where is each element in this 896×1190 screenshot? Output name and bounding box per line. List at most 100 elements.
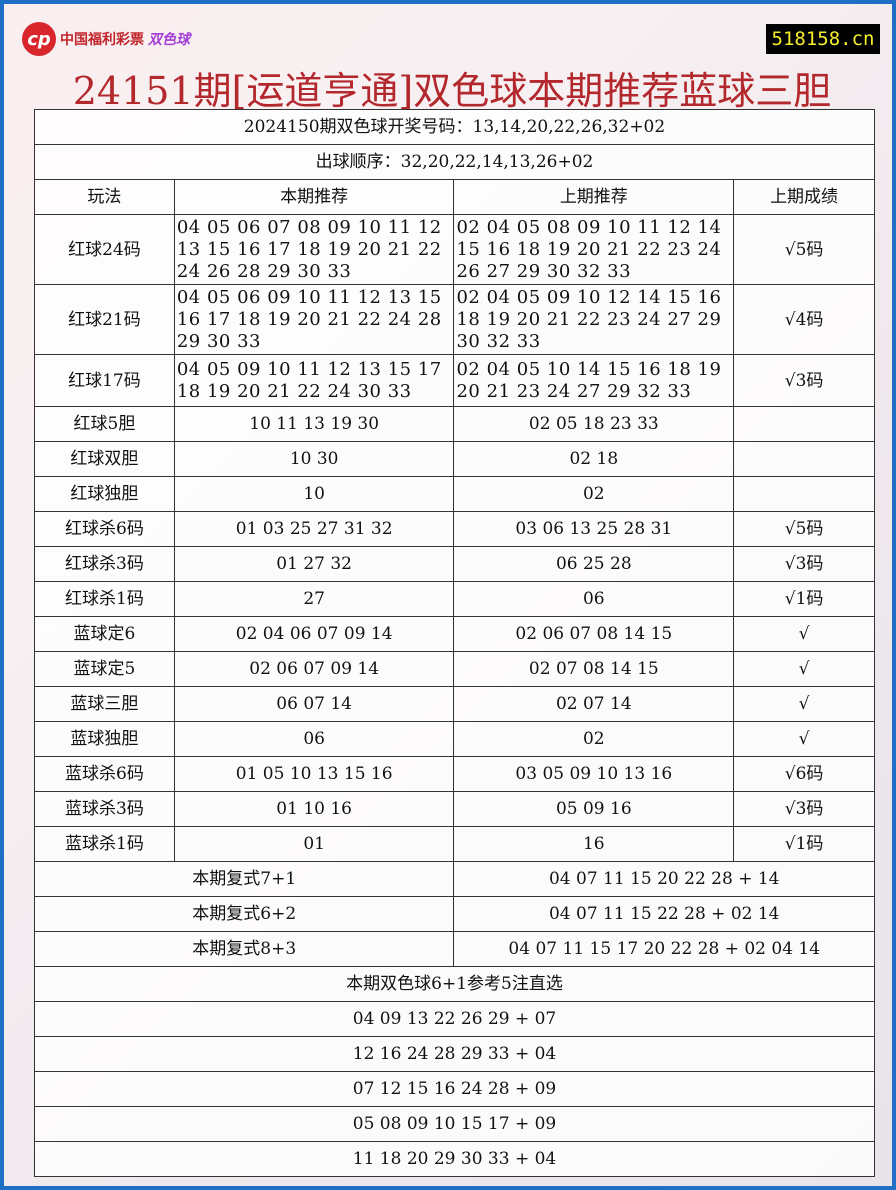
play-name: 蓝球定5 bbox=[34, 651, 175, 687]
picks-title-row: 本期双色球6+1参考5注直选 bbox=[34, 966, 875, 1002]
draw-result-row: 2024150期双色球开奖号码：13,14,20,22,26,32+02 bbox=[34, 109, 875, 145]
pick-row: 07 12 15 16 24 28 + 09 bbox=[34, 1071, 875, 1107]
previous-recommend: 02 bbox=[453, 721, 735, 757]
pick-row: 12 16 24 28 29 33 + 04 bbox=[34, 1036, 875, 1072]
current-recommend: 02 04 06 07 09 14 bbox=[173, 616, 455, 652]
pick-numbers: 04 09 13 22 26 29 + 07 bbox=[34, 1001, 875, 1037]
draw-result: 2024150期双色球开奖号码：13,14,20,22,26,32+02 bbox=[34, 109, 875, 145]
table-row: 蓝球定6 02 04 06 07 09 14 02 06 07 08 14 15 √ bbox=[34, 616, 875, 652]
previous-result bbox=[733, 476, 875, 512]
current-recommend: 01 bbox=[173, 826, 455, 862]
current-recommend: 01 03 25 27 31 32 bbox=[173, 511, 455, 547]
fushi-row: 本期复式8+3 04 07 11 15 17 20 22 28 + 02 04 1… bbox=[33, 931, 875, 967]
fushi-label: 本期复式7+1 bbox=[33, 861, 455, 897]
play-name: 红球双胆 bbox=[34, 441, 175, 477]
table-row: 红球5胆 10 11 13 19 30 02 05 18 23 33 bbox=[34, 406, 875, 442]
play-name: 蓝球杀3码 bbox=[34, 791, 175, 827]
previous-result: √ bbox=[733, 616, 875, 652]
previous-result: √1码 bbox=[733, 581, 875, 617]
table-row: 红球24码 04 05 06 07 08 09 10 11 12 13 15 16… bbox=[34, 214, 875, 285]
previous-result: √3码 bbox=[733, 546, 875, 582]
current-recommend: 04 05 06 07 08 09 10 11 12 13 15 16 17 1… bbox=[173, 214, 455, 285]
play-name: 蓝球三胆 bbox=[34, 686, 175, 722]
fushi-row: 本期复式7+1 04 07 11 15 20 22 28 + 14 bbox=[33, 861, 875, 897]
recommend-table: 2024150期双色球开奖号码：13,14,20,22,26,32+02 出球顺序… bbox=[33, 109, 875, 1177]
previous-result: √1码 bbox=[733, 826, 875, 862]
current-recommend: 04 05 06 09 10 11 12 13 15 16 17 18 19 2… bbox=[173, 284, 455, 355]
previous-recommend: 02 06 07 08 14 15 bbox=[453, 616, 735, 652]
lottery-logo: cp 中国福利彩票 双色球 bbox=[22, 22, 190, 56]
previous-result: √5码 bbox=[733, 511, 875, 547]
play-name: 红球21码 bbox=[34, 284, 175, 355]
play-name: 红球杀1码 bbox=[34, 581, 175, 617]
previous-recommend: 06 bbox=[453, 581, 735, 617]
fushi-label: 本期复式8+3 bbox=[33, 931, 455, 967]
table-row: 红球杀3码 01 27 32 06 25 28 √3码 bbox=[34, 546, 875, 582]
current-recommend: 06 bbox=[173, 721, 455, 757]
play-name: 红球24码 bbox=[34, 214, 175, 285]
table-row: 红球17码 04 05 09 10 11 12 13 15 17 18 19 20… bbox=[34, 354, 875, 407]
previous-result: √3码 bbox=[733, 791, 875, 827]
cwl-logo-icon: cp bbox=[22, 22, 56, 56]
pick-numbers: 07 12 15 16 24 28 + 09 bbox=[34, 1071, 875, 1107]
play-name: 蓝球定6 bbox=[34, 616, 175, 652]
play-name: 红球17码 bbox=[34, 354, 175, 407]
previous-result: √6码 bbox=[733, 756, 875, 792]
current-recommend: 01 05 10 13 15 16 bbox=[173, 756, 455, 792]
logo-text-ssq: 双色球 bbox=[148, 32, 190, 48]
previous-recommend: 03 06 13 25 28 31 bbox=[453, 511, 735, 547]
previous-result bbox=[733, 406, 875, 442]
previous-recommend: 16 bbox=[453, 826, 735, 862]
column-header: 上期推荐 bbox=[453, 179, 735, 215]
previous-recommend: 02 18 bbox=[453, 441, 735, 477]
draw-order-row: 出球顺序：32,20,22,14,13,26+02 bbox=[34, 144, 875, 180]
current-recommend: 04 05 09 10 11 12 13 15 17 18 19 20 21 2… bbox=[173, 354, 455, 407]
column-header: 玩法 bbox=[34, 179, 175, 215]
play-name: 红球杀6码 bbox=[34, 511, 175, 547]
previous-result: √ bbox=[733, 686, 875, 722]
pick-numbers: 12 16 24 28 29 33 + 04 bbox=[34, 1036, 875, 1072]
table-row: 红球独胆 10 02 bbox=[34, 476, 875, 512]
site-badge: 518158.cn bbox=[766, 24, 880, 54]
table-row: 蓝球杀1码 01 16 √1码 bbox=[34, 826, 875, 862]
current-recommend: 06 07 14 bbox=[173, 686, 455, 722]
previous-recommend: 02 bbox=[453, 476, 735, 512]
table-row: 红球双胆 10 30 02 18 bbox=[34, 441, 875, 477]
table-row: 蓝球独胆 06 02 √ bbox=[34, 721, 875, 757]
current-recommend: 02 06 07 09 14 bbox=[173, 651, 455, 687]
previous-result bbox=[733, 441, 875, 477]
fushi-numbers: 04 07 11 15 20 22 28 + 14 bbox=[453, 861, 875, 897]
previous-recommend: 03 05 09 10 13 16 bbox=[453, 756, 735, 792]
logo-text: 中国福利彩票 bbox=[60, 32, 144, 48]
previous-result: √4码 bbox=[733, 284, 875, 355]
current-recommend: 10 11 13 19 30 bbox=[173, 406, 455, 442]
play-name: 蓝球杀6码 bbox=[34, 756, 175, 792]
current-recommend: 10 bbox=[173, 476, 455, 512]
column-header: 本期推荐 bbox=[173, 179, 455, 215]
table-row: 红球杀6码 01 03 25 27 31 32 03 06 13 25 28 31 √… bbox=[34, 511, 875, 547]
previous-recommend: 02 07 08 14 15 bbox=[453, 651, 735, 687]
previous-recommend: 06 25 28 bbox=[453, 546, 735, 582]
current-recommend: 10 30 bbox=[173, 441, 455, 477]
previous-recommend: 02 07 14 bbox=[453, 686, 735, 722]
header-row: 玩法 本期推荐 上期推荐 上期成绩 bbox=[34, 179, 875, 215]
draw-order: 出球顺序：32,20,22,14,13,26+02 bbox=[34, 144, 875, 180]
fushi-row: 本期复式6+2 04 07 11 15 22 28 + 02 14 bbox=[33, 896, 875, 932]
current-recommend: 01 27 32 bbox=[173, 546, 455, 582]
previous-recommend: 02 04 05 10 14 15 16 18 19 20 21 23 24 2… bbox=[453, 354, 735, 407]
column-header: 上期成绩 bbox=[733, 179, 875, 215]
play-name: 红球独胆 bbox=[34, 476, 175, 512]
current-recommend: 27 bbox=[173, 581, 455, 617]
play-name: 蓝球独胆 bbox=[34, 721, 175, 757]
table-row: 红球21码 04 05 06 09 10 11 12 13 15 16 17 18… bbox=[34, 284, 875, 355]
pick-row: 04 09 13 22 26 29 + 07 bbox=[34, 1001, 875, 1037]
play-name: 红球5胆 bbox=[34, 406, 175, 442]
previous-result: √ bbox=[733, 651, 875, 687]
table-row: 蓝球杀3码 01 10 16 05 09 16 √3码 bbox=[34, 791, 875, 827]
previous-result: √5码 bbox=[733, 214, 875, 285]
table-row: 蓝球三胆 06 07 14 02 07 14 √ bbox=[34, 686, 875, 722]
previous-recommend: 02 04 05 09 10 12 14 15 16 18 19 20 21 2… bbox=[453, 284, 735, 355]
fushi-numbers: 04 07 11 15 17 20 22 28 + 02 04 14 bbox=[453, 931, 875, 967]
page-title: 24151期[运道亨通]双色球本期推荐蓝球三胆 bbox=[72, 69, 832, 113]
picks-title: 本期双色球6+1参考5注直选 bbox=[34, 966, 875, 1002]
